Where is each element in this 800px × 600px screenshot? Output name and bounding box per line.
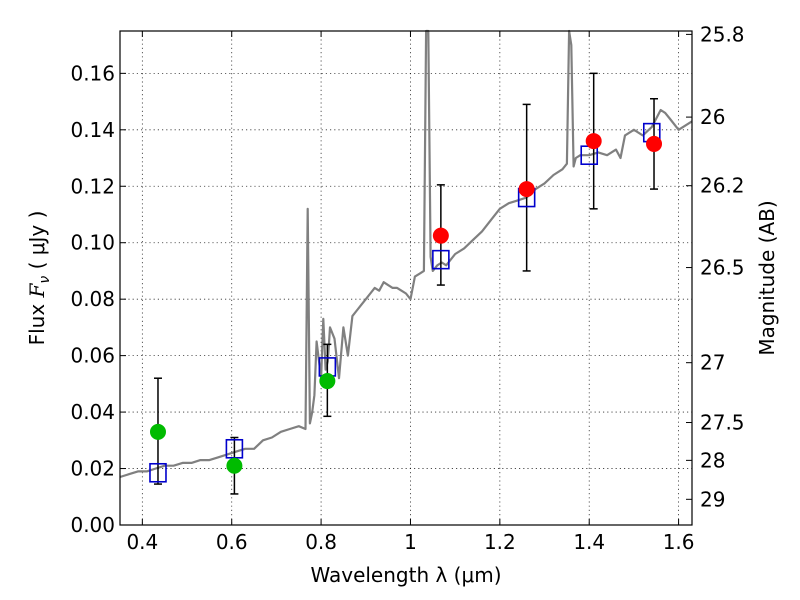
x-tick-label-6: 1.6: [663, 530, 695, 554]
y2-tick-label-2: 26.2: [700, 174, 745, 198]
x-tick-label-3: 1: [404, 530, 417, 554]
data-point-2: [319, 373, 336, 390]
y-axis-label-subscript: ν: [37, 276, 53, 284]
x-tick-label-0: 0.4: [126, 530, 158, 554]
y2-axis-label: Magnitude (AB): [755, 200, 779, 355]
model-square-layer: [149, 122, 661, 483]
y-axis-label-unit: ( μJy ): [25, 211, 49, 276]
y-tick-label-7: 0.14: [70, 118, 115, 142]
model-spectrum-line: [119, 29, 693, 479]
y-axis-label: Flux Fν ( μJy ): [25, 211, 53, 346]
data-point-5: [585, 133, 602, 150]
x-tick-label-2: 0.8: [305, 530, 337, 554]
y2-tick-label-3: 26.5: [700, 256, 745, 280]
y2-tick-label-4: 27: [700, 351, 725, 375]
y2-tick-label-6: 28: [700, 448, 725, 472]
grid: [120, 31, 692, 526]
y-axis-label-prefix: Flux: [25, 297, 49, 345]
y-tick-label-3: 0.06: [70, 344, 115, 368]
y-tick-label-2: 0.04: [70, 400, 115, 424]
data-point-3: [432, 227, 449, 244]
errorbar-layer: [153, 72, 659, 495]
x-tick-label-1: 0.6: [216, 530, 248, 554]
plot-frame: [119, 30, 693, 526]
data-point-0: [149, 423, 166, 440]
y-tick-label-8: 0.16: [70, 61, 115, 85]
x-tick-label-5: 1.4: [573, 530, 605, 554]
model-square-0: [149, 462, 167, 483]
x-tick-label-4: 1.2: [484, 530, 516, 554]
y2-tick-label-7: 29: [700, 487, 725, 511]
y-tick-label-4: 0.08: [70, 287, 115, 311]
data-point-4: [518, 181, 535, 198]
y-tick-label-1: 0.02: [70, 457, 115, 481]
y2-tick-label-5: 27.5: [700, 411, 745, 435]
y2-tick-label-0: 25.8: [700, 22, 745, 46]
data-point-1: [226, 457, 243, 474]
spectrum-layer: [119, 29, 693, 479]
x-axis-label: Wavelength λ (μm): [310, 563, 501, 587]
y-tick-label-5: 0.10: [70, 231, 115, 255]
data-point-6: [646, 135, 663, 152]
y-axis-label-symbol: F: [25, 282, 49, 298]
y-tick-label-6: 0.12: [70, 174, 115, 198]
y-tick-label-0: 0.00: [70, 513, 115, 537]
model-square-3: [432, 249, 450, 270]
ticks-layer: 0.4 0.6 0.8 1 1.2 1.4 1.6 0.00 0.02 0.04 0.06 0.08 0…: [70, 22, 744, 554]
data-point-layer: [149, 133, 663, 474]
y2-tick-label-1: 26: [700, 105, 725, 129]
